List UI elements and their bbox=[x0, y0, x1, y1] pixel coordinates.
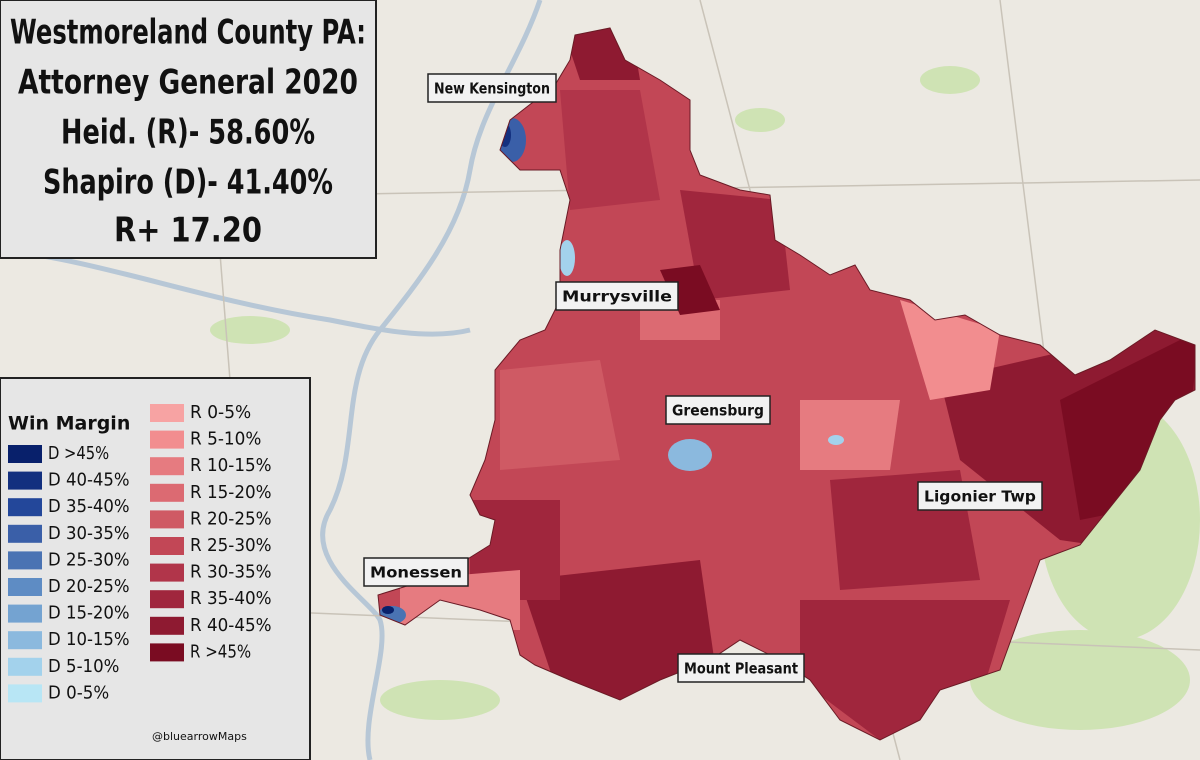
legend-label: R >45% bbox=[190, 641, 251, 662]
legend-label: R 0-5% bbox=[190, 402, 251, 423]
legend-swatch bbox=[8, 551, 42, 570]
title-lines: Westmoreland County PA: Attorney General … bbox=[10, 13, 366, 251]
legend-label: R 15-20% bbox=[190, 482, 272, 503]
place-labels: New Kensington Murrysville Greensburg Ligon… bbox=[363, 73, 1043, 683]
legend-label: R 10-15% bbox=[190, 455, 272, 476]
rivers bbox=[0, 0, 543, 760]
place-box bbox=[677, 653, 805, 683]
place-label: Ligonier Twp bbox=[924, 488, 1036, 506]
legend-label: R 25-30% bbox=[190, 535, 272, 556]
title-line: R+ 17.20 bbox=[114, 211, 262, 251]
legend-swatch bbox=[8, 657, 42, 676]
legend-swatch bbox=[150, 590, 184, 609]
legend-label: D 5-10% bbox=[48, 656, 119, 677]
title-line: Shapiro (D)- 41.40% bbox=[43, 163, 333, 203]
legend-label: D 15-20% bbox=[48, 603, 130, 624]
legend-label: D >45% bbox=[48, 443, 109, 464]
legend-items: D >45% D 40-45% D 35-40% D 30-35% D 25-30% D … bbox=[8, 402, 272, 703]
place-box bbox=[427, 73, 557, 103]
legend-swatch bbox=[150, 404, 184, 422]
legend-label: D 35-40% bbox=[48, 496, 130, 517]
place-box bbox=[363, 557, 469, 587]
legend-title: Win Margin bbox=[8, 413, 130, 435]
legend-swatch bbox=[8, 524, 42, 543]
legend-label: D 20-25% bbox=[48, 576, 130, 597]
place-label: New Kensington bbox=[434, 80, 550, 98]
green-areas bbox=[210, 66, 1200, 730]
place-box bbox=[555, 281, 679, 311]
legend-label: R 30-35% bbox=[190, 562, 272, 583]
title-box bbox=[0, 0, 377, 259]
place-label: Greensburg bbox=[672, 402, 764, 420]
legend-swatch bbox=[150, 483, 184, 502]
legend-swatch bbox=[150, 643, 184, 662]
legend-label: R 35-40% bbox=[190, 588, 272, 609]
legend-label: R 5-10% bbox=[190, 429, 261, 450]
legend-label: D 25-30% bbox=[48, 549, 130, 570]
legend-label: R 20-25% bbox=[190, 508, 272, 529]
legend-swatch bbox=[150, 510, 184, 529]
legend-swatch bbox=[8, 445, 42, 463]
title-line: Heid. (R)- 58.60% bbox=[61, 113, 315, 153]
legend-swatch bbox=[8, 498, 42, 517]
legend-swatch bbox=[8, 631, 42, 650]
legend-swatch bbox=[8, 684, 42, 703]
legend-label: R 40-45% bbox=[190, 615, 272, 636]
title-line: Westmoreland County PA: bbox=[10, 13, 366, 53]
place-label: Murrysville bbox=[562, 288, 672, 306]
legend-swatch bbox=[150, 430, 184, 449]
place-label: Monessen bbox=[370, 564, 462, 582]
legend-label: D 10-15% bbox=[48, 629, 130, 650]
place-label: Mount Pleasant bbox=[684, 660, 798, 678]
place-box bbox=[917, 481, 1043, 511]
legend-swatch bbox=[8, 604, 42, 623]
credit: @bluearrowMaps bbox=[152, 730, 247, 743]
legend-swatch bbox=[150, 563, 184, 582]
legend-swatch bbox=[150, 537, 184, 555]
place-box bbox=[665, 395, 771, 425]
legend-swatch bbox=[8, 471, 42, 490]
legend-swatch bbox=[150, 616, 184, 635]
legend-label: D 40-45% bbox=[48, 470, 130, 491]
legend-swatch bbox=[150, 457, 184, 476]
legend-swatch bbox=[8, 578, 42, 596]
legend-label: D 0-5% bbox=[48, 682, 109, 703]
title-line: Attorney General 2020 bbox=[18, 63, 358, 103]
legend-label: D 30-35% bbox=[48, 523, 130, 544]
